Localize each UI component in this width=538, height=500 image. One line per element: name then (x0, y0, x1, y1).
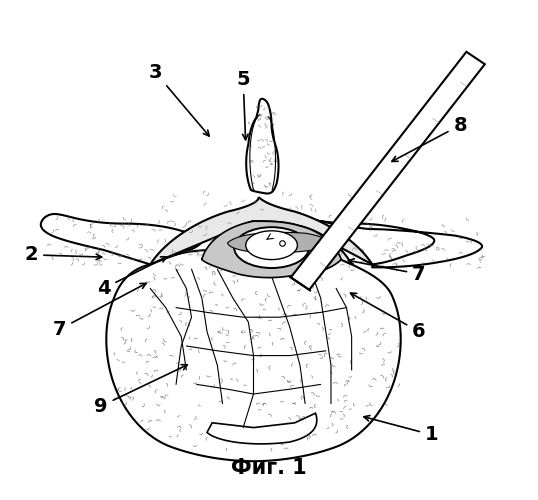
Text: 3: 3 (148, 63, 209, 136)
Polygon shape (150, 197, 372, 264)
Text: 4: 4 (97, 257, 167, 298)
Ellipse shape (234, 227, 309, 268)
Polygon shape (291, 52, 485, 290)
Ellipse shape (246, 231, 298, 260)
Polygon shape (202, 221, 341, 278)
Polygon shape (207, 413, 317, 444)
Polygon shape (41, 214, 202, 264)
Text: Фиг. 1: Фиг. 1 (231, 458, 307, 478)
Polygon shape (228, 232, 331, 254)
Text: 5: 5 (236, 70, 250, 140)
Text: 8: 8 (392, 116, 467, 162)
Text: 7: 7 (53, 284, 146, 339)
Text: 2: 2 (25, 246, 102, 264)
Polygon shape (279, 216, 482, 268)
Text: 9: 9 (94, 364, 187, 416)
Polygon shape (107, 250, 401, 461)
Polygon shape (246, 99, 279, 194)
Text: 6: 6 (351, 293, 426, 341)
Text: 7: 7 (349, 259, 426, 283)
Text: 1: 1 (364, 416, 438, 444)
